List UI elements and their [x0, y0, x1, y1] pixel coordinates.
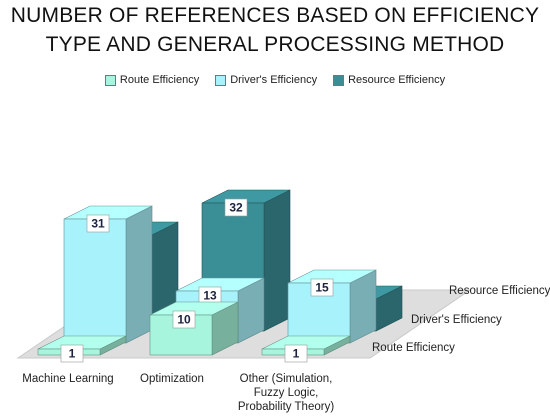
data-label-route-1: 10: [177, 313, 191, 327]
legend-label-driver: Driver's Efficiency: [230, 74, 318, 86]
data-label-box-driver-0: [86, 214, 110, 233]
legend-label-resource: Resource Efficiency: [348, 74, 446, 86]
data-label-box-route-0: [60, 344, 84, 363]
data-label-box-route-1: [172, 310, 196, 329]
legend-item-resource: Resource Efficiency: [333, 74, 445, 86]
x-tick-label-1: Optimization: [140, 373, 204, 385]
depth-label-driver: Driver's Efficiency: [411, 314, 502, 326]
legend-item-driver: Driver's Efficiency: [215, 74, 317, 86]
legend-swatch-resource: [333, 74, 345, 86]
data-label-box-route-2: [284, 344, 308, 363]
data-label-resource-1: 32: [229, 201, 243, 215]
bar-driver-0: [63, 205, 153, 344]
data-label-route-2: 1: [293, 347, 300, 361]
legend-item-route: Route Efficiency: [104, 74, 200, 86]
legend-swatch-route: [104, 74, 116, 86]
data-label-route-0: 1: [69, 347, 76, 361]
legend-swatch-driver: [215, 74, 227, 86]
data-label-driver-2: 15: [315, 281, 329, 295]
chart-title-line-1: NUMBER OF REFERENCES BASED ON EFFICIENCY: [10, 4, 540, 27]
legend: Route Efficiency Driver's Efficiency Res…: [0, 74, 550, 86]
depth-label-route: Route Efficiency: [372, 342, 455, 354]
bar-route-1: [149, 301, 239, 356]
chart-title-line-2: TYPE AND GENERAL PROCESSING METHOD: [45, 33, 505, 56]
data-label-driver-1: 13: [203, 289, 217, 303]
data-label-box-resource-1: [224, 198, 248, 217]
data-label-box-driver-2: [310, 278, 334, 297]
legend-label-route: Route Efficiency: [119, 74, 200, 86]
x-tick-label-0: Machine Learning: [22, 373, 113, 385]
bar-driver-2: [287, 269, 377, 344]
depth-label-resource: Resource Efficiency: [449, 285, 550, 297]
data-label-driver-0: 31: [91, 217, 105, 231]
x-tick-label-2: Other (Simulation, Fuzzy Logic, Probabilit…: [238, 373, 334, 413]
